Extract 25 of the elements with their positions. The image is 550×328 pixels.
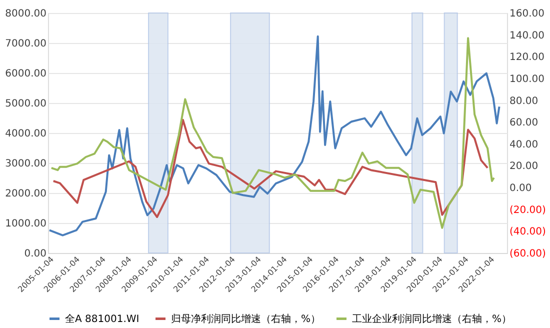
legend-label: 归母净利润同比增速（右轴，%） (171, 312, 321, 325)
y-tick-label: 3000.00 (5, 158, 46, 170)
y2-tick-label: 0.00 (510, 183, 532, 194)
y2-tick-label: (20.00) (510, 204, 546, 216)
y2-tick-label: 20.00 (510, 161, 538, 172)
y-tick-label: 8000.00 (5, 8, 46, 20)
y-tick-label: 2000.00 (5, 188, 46, 200)
y2-tick-label: 40.00 (510, 139, 538, 150)
y2-tick-label: 100.00 (510, 74, 544, 85)
y-tick-label: 0.00 (24, 248, 46, 260)
y2-tick-label: 160.00 (510, 8, 544, 20)
y-tick-label: 4000.00 (5, 128, 46, 140)
y2-tick-label: (40.00) (510, 226, 546, 238)
y-tick-label: 6000.00 (5, 68, 46, 80)
y2-tick-label: 60.00 (510, 118, 538, 129)
y-tick-label: 7000.00 (5, 38, 46, 50)
legend-label: 工业企业利润同比增速（右轴，%） (352, 312, 512, 325)
legend-label: 全A 881001.WI (65, 312, 140, 325)
y2-tick-label: 80.00 (510, 96, 538, 107)
y2-tick-label: (60.00) (510, 248, 546, 260)
line-series (52, 118, 489, 218)
y2-tick-label: 120.00 (510, 52, 544, 64)
y2-tick-label: 140.00 (510, 30, 544, 42)
y-tick-label: 1000.00 (5, 218, 46, 230)
y-tick-label: 5000.00 (5, 98, 46, 110)
